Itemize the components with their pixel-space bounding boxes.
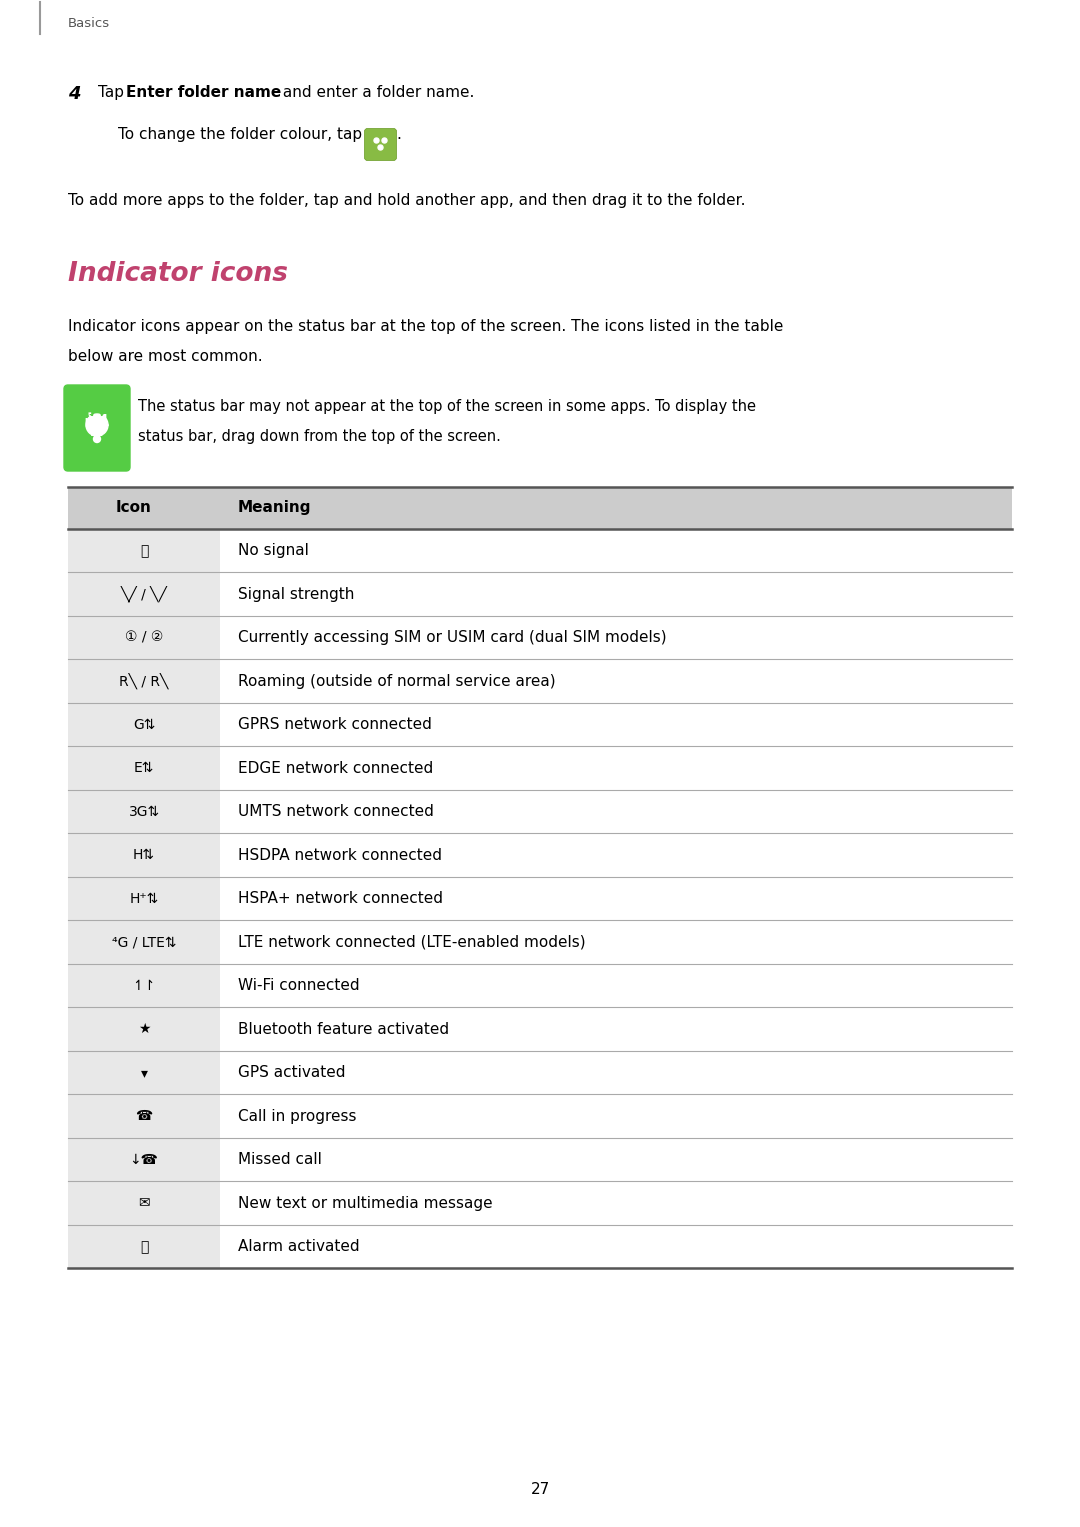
Text: Alarm activated: Alarm activated xyxy=(238,1240,360,1254)
Bar xyxy=(68,1051,220,1095)
Bar xyxy=(68,921,220,964)
Text: Enter folder name: Enter folder name xyxy=(126,86,282,99)
Text: 27: 27 xyxy=(530,1483,550,1496)
Text: ⁴G / LTE⇅: ⁴G / LTE⇅ xyxy=(111,935,176,950)
Text: below are most common.: below are most common. xyxy=(68,350,262,363)
Bar xyxy=(68,1225,220,1269)
Bar xyxy=(68,1182,220,1225)
Text: GPRS network connected: GPRS network connected xyxy=(238,718,432,733)
Text: status bar, drag down from the top of the screen.: status bar, drag down from the top of th… xyxy=(138,429,501,444)
Bar xyxy=(220,1225,1012,1269)
Text: The status bar may not appear at the top of the screen in some apps. To display : The status bar may not appear at the top… xyxy=(138,399,756,414)
Text: .: . xyxy=(396,127,401,142)
Bar xyxy=(220,660,1012,702)
Bar xyxy=(68,615,220,660)
Bar xyxy=(68,528,220,573)
Text: G⇅: G⇅ xyxy=(133,718,156,731)
FancyBboxPatch shape xyxy=(64,385,130,470)
Text: HSPA+ network connected: HSPA+ network connected xyxy=(238,892,443,906)
Bar xyxy=(220,615,1012,660)
Bar xyxy=(68,747,220,789)
Text: H⇅: H⇅ xyxy=(133,849,156,863)
Text: Roaming (outside of normal service area): Roaming (outside of normal service area) xyxy=(238,673,555,689)
Text: ↿↾: ↿↾ xyxy=(133,979,156,993)
Bar xyxy=(68,702,220,747)
Bar xyxy=(220,964,1012,1008)
Text: To add more apps to the folder, tap and hold another app, and then drag it to th: To add more apps to the folder, tap and … xyxy=(68,192,745,208)
Bar xyxy=(220,876,1012,921)
Bar xyxy=(68,487,1012,528)
Text: EDGE network connected: EDGE network connected xyxy=(238,760,433,776)
Text: ↓☎: ↓☎ xyxy=(130,1153,159,1167)
Bar xyxy=(220,1095,1012,1138)
Text: H⁺⇅: H⁺⇅ xyxy=(130,892,159,906)
Circle shape xyxy=(378,145,383,150)
Bar xyxy=(220,834,1012,876)
Text: No signal: No signal xyxy=(238,544,309,559)
Bar xyxy=(220,1182,1012,1225)
Bar xyxy=(68,573,220,615)
Text: Bluetooth feature activated: Bluetooth feature activated xyxy=(238,1022,449,1037)
Bar xyxy=(68,789,220,834)
Bar xyxy=(220,921,1012,964)
Text: HSDPA network connected: HSDPA network connected xyxy=(238,847,442,863)
Text: New text or multimedia message: New text or multimedia message xyxy=(238,1196,492,1211)
Bar xyxy=(68,876,220,921)
Text: and enter a folder name.: and enter a folder name. xyxy=(278,86,474,99)
Text: Tap: Tap xyxy=(98,86,129,99)
Circle shape xyxy=(94,435,100,443)
Text: UMTS network connected: UMTS network connected xyxy=(238,805,434,820)
Text: R╲ / R╲: R╲ / R╲ xyxy=(119,673,168,689)
Text: ▾: ▾ xyxy=(140,1066,148,1080)
Text: Missed call: Missed call xyxy=(238,1153,322,1167)
Text: Icon: Icon xyxy=(116,501,152,516)
Ellipse shape xyxy=(86,414,108,437)
Text: ⏰: ⏰ xyxy=(139,1240,148,1254)
Text: Indicator icons: Indicator icons xyxy=(68,261,288,287)
Text: Basics: Basics xyxy=(68,17,110,31)
Text: Indicator icons appear on the status bar at the top of the screen. The icons lis: Indicator icons appear on the status bar… xyxy=(68,319,783,334)
Text: GPS activated: GPS activated xyxy=(238,1066,346,1080)
Bar xyxy=(68,1095,220,1138)
Text: Signal strength: Signal strength xyxy=(238,586,354,602)
Text: ⃠: ⃠ xyxy=(139,544,148,557)
Text: ★: ★ xyxy=(138,1022,150,1037)
Text: ① / ②: ① / ② xyxy=(125,631,163,644)
Bar xyxy=(220,1138,1012,1182)
Bar xyxy=(68,660,220,702)
Bar xyxy=(220,747,1012,789)
Text: Call in progress: Call in progress xyxy=(238,1109,356,1124)
Bar xyxy=(68,1138,220,1182)
Text: To change the folder colour, tap: To change the folder colour, tap xyxy=(118,127,362,142)
Text: E⇅: E⇅ xyxy=(134,762,154,776)
Bar xyxy=(220,789,1012,834)
Text: 🔔: 🔔 xyxy=(91,415,104,437)
Bar xyxy=(220,1008,1012,1051)
Bar xyxy=(68,1008,220,1051)
Bar xyxy=(68,834,220,876)
FancyBboxPatch shape xyxy=(365,128,396,160)
Bar xyxy=(220,1051,1012,1095)
Text: 4: 4 xyxy=(68,86,81,102)
Text: Wi-Fi connected: Wi-Fi connected xyxy=(238,979,360,993)
Circle shape xyxy=(382,137,387,144)
Bar xyxy=(220,702,1012,747)
Text: ╲╱ / ╲╱: ╲╱ / ╲╱ xyxy=(121,586,167,603)
Text: Currently accessing SIM or USIM card (dual SIM models): Currently accessing SIM or USIM card (du… xyxy=(238,631,666,646)
Bar xyxy=(68,964,220,1008)
Text: LTE network connected (LTE-enabled models): LTE network connected (LTE-enabled model… xyxy=(238,935,585,950)
Text: ✉: ✉ xyxy=(138,1196,150,1211)
Text: 3G⇅: 3G⇅ xyxy=(129,805,160,818)
Text: ☎: ☎ xyxy=(135,1109,152,1124)
Circle shape xyxy=(374,137,379,144)
Text: Meaning: Meaning xyxy=(238,501,311,516)
Text: ὑ4: ὑ4 xyxy=(83,414,110,434)
Bar xyxy=(220,573,1012,615)
Bar xyxy=(220,528,1012,573)
